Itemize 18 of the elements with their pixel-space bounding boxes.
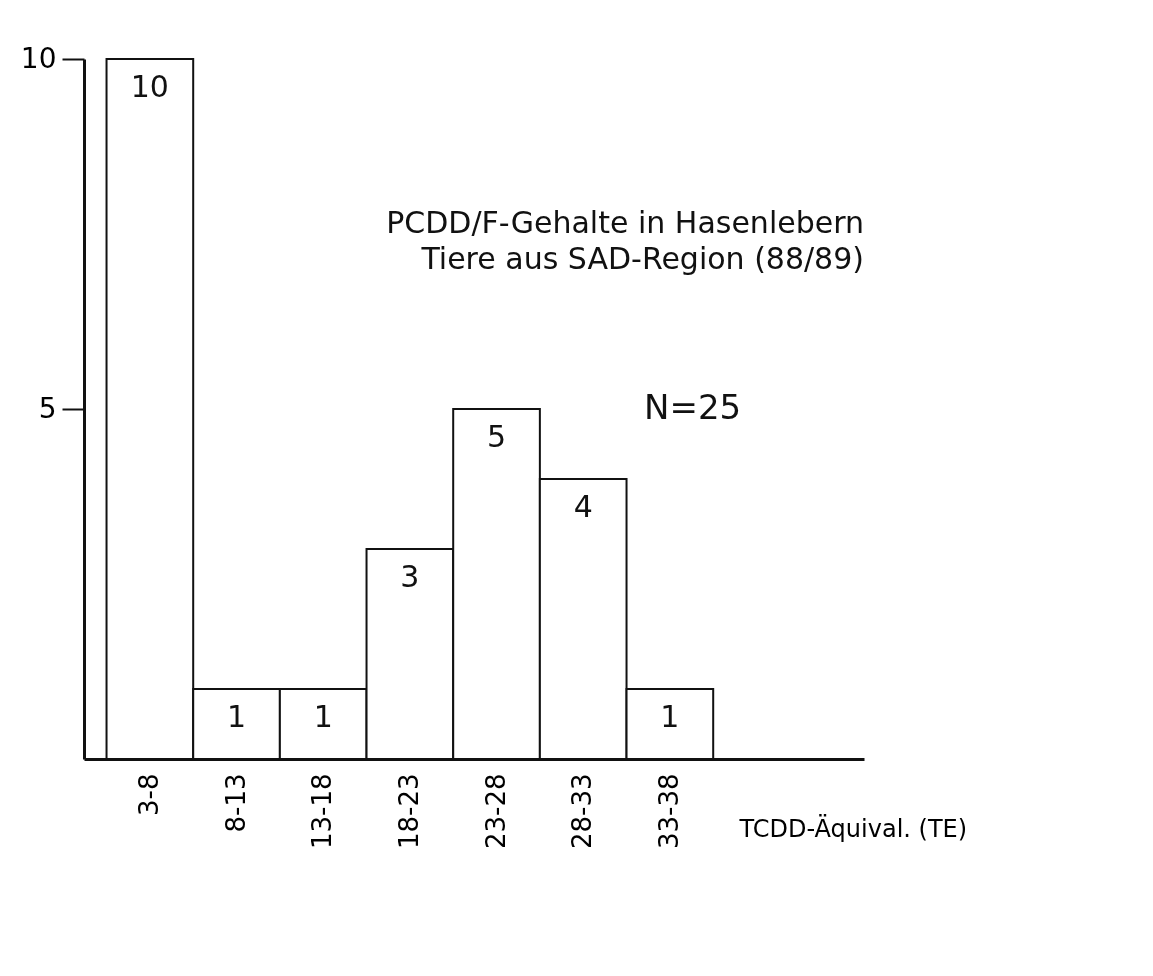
annotation: N=25 [644,387,742,427]
x-tick-label: 23-28 [480,773,511,850]
data-label: 1 [660,699,680,734]
x-tick-label: 28-33 [567,773,598,850]
data-label: 3 [400,559,420,594]
data-label: 5 [486,419,507,454]
x-tick-label: 33-38 [653,773,684,850]
x-axis-title: TCDD-Äquival. (TE) [738,813,968,843]
data-label: 10 [130,69,169,104]
text: Tiere aus SAD-Region (88/89) [420,241,864,276]
x-tick-label: 8-13 [220,773,251,833]
x-tick-label: 18-23 [393,773,424,850]
data-label: 1 [226,699,247,734]
data-label: 4 [573,489,593,524]
data-label: 1 [313,699,333,734]
text: PCDD/F-Gehalte in Hasenlebern [386,205,864,240]
x-tick-label: 13-18 [307,773,338,850]
x-tick-label: 3-8 [133,773,164,816]
